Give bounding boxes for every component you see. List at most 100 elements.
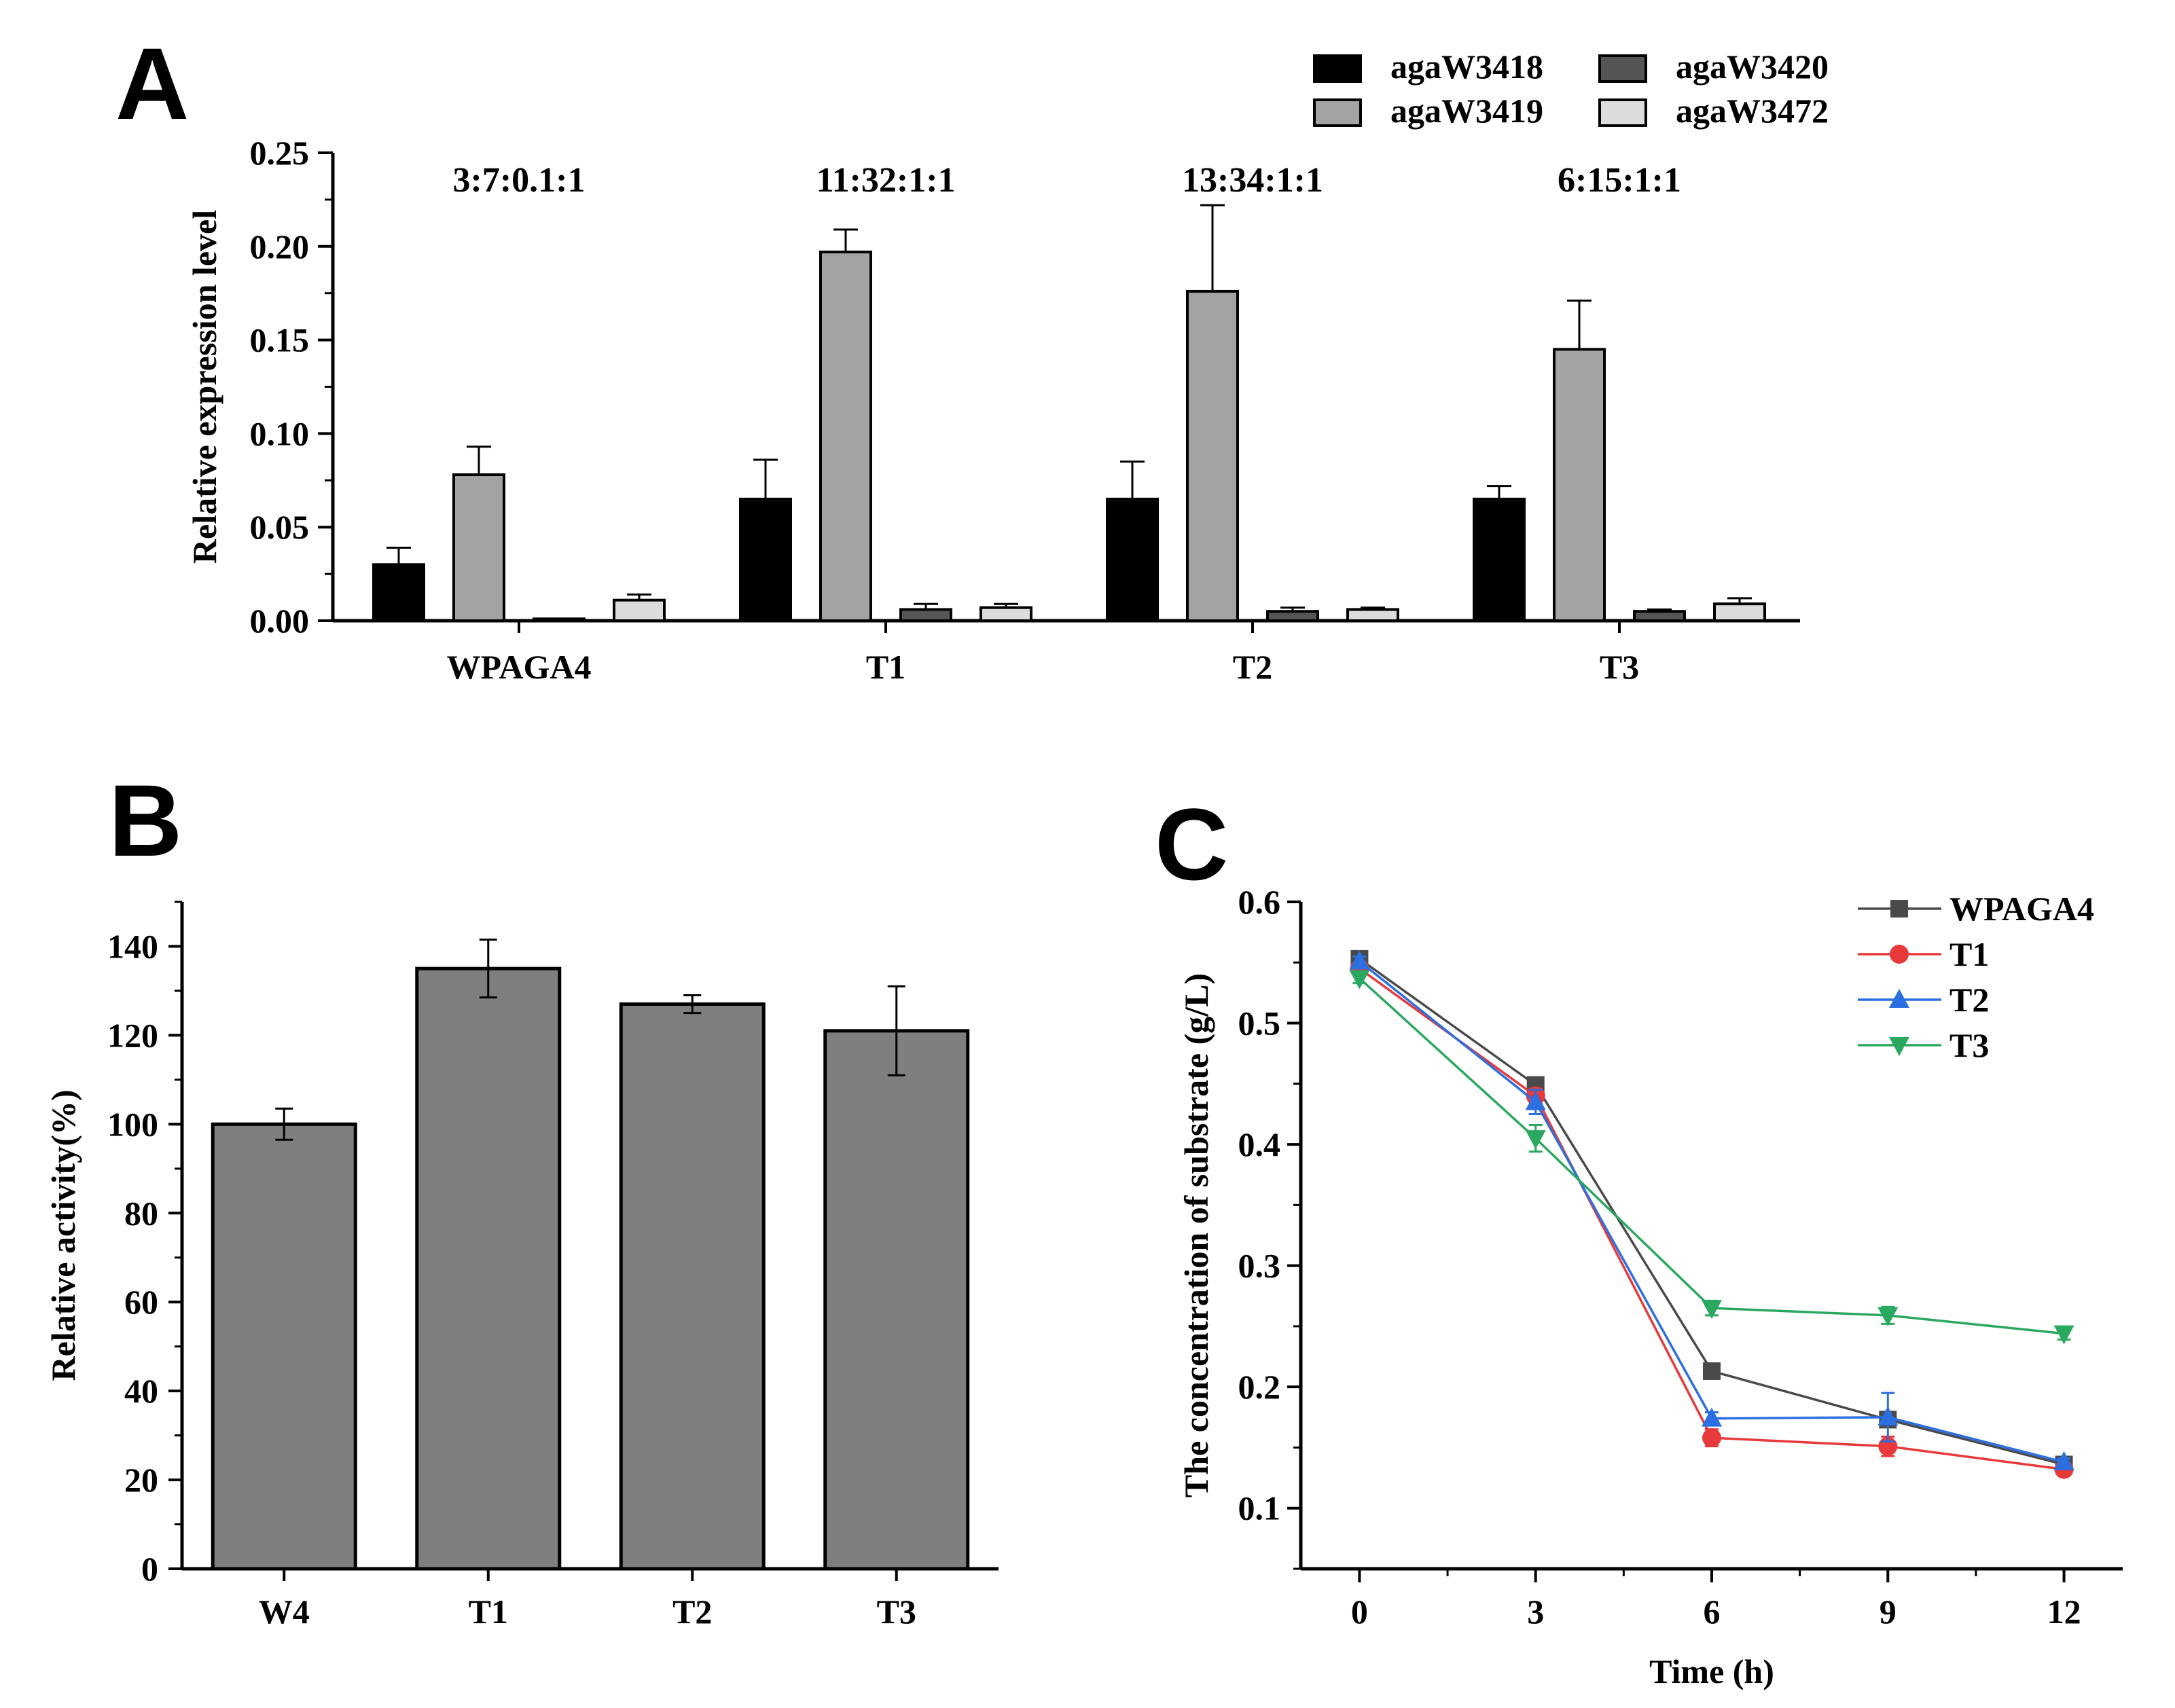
legend-marker-T2 bbox=[1889, 989, 1909, 1008]
bar-b-T1 bbox=[415, 966, 562, 1571]
bar-b-T3 bbox=[823, 1029, 970, 1571]
panel-label-a: A bbox=[115, 26, 189, 141]
chart-a-y-axis-title: Relative expression level bbox=[185, 210, 223, 564]
legend-label-WPAGA4: WPAGA4 bbox=[1949, 890, 2094, 928]
legend-label-agaW3419: agaW3419 bbox=[1390, 92, 1543, 130]
point-c-WPAGA4 bbox=[1703, 1362, 1721, 1380]
chart-a-bars bbox=[372, 204, 1766, 623]
bar-a-agaW3419-WPAGA4 bbox=[452, 473, 505, 622]
chart-a-ratio-label: 3:7:0.1:1 bbox=[453, 161, 586, 200]
bar-b-T2 bbox=[619, 1002, 766, 1571]
chart-c-y-tick-label: 0.6 bbox=[1238, 883, 1281, 921]
legend-swatch-agaW3419 bbox=[1313, 98, 1362, 127]
point-c-T3 bbox=[1877, 1307, 1899, 1326]
chart-a-x-tick-label: WPAGA4 bbox=[447, 648, 592, 686]
chart-c-x-tick-label: 6 bbox=[1704, 1593, 1721, 1631]
legend-label-T2: T2 bbox=[1949, 981, 1989, 1019]
chart-c-tick-labels: 0.1 0.2 0.3 0.4 0.5 0.6 0 3 6 9 12 bbox=[1238, 883, 2081, 1631]
point-c-T2 bbox=[1702, 1407, 1722, 1427]
point-c-T2 bbox=[1877, 1406, 1899, 1425]
chart-a-y-tick-label: 0.05 bbox=[250, 508, 310, 546]
bar-b-W4 bbox=[211, 1122, 357, 1571]
legend-marker-T1 bbox=[1890, 945, 1909, 964]
bar-a-agaW3472-T1 bbox=[979, 606, 1032, 623]
bar-a-agaW3472-T2 bbox=[1346, 608, 1399, 622]
chart-c-x-tick-label: 0 bbox=[1351, 1593, 1368, 1631]
chart-a-y-tick-label: 0.10 bbox=[250, 414, 310, 452]
chart-a-x-tick-label: T3 bbox=[1600, 648, 1639, 686]
chart-b-x-tick-label: T2 bbox=[672, 1593, 712, 1631]
chart-b-x-tick-label: T3 bbox=[877, 1593, 916, 1631]
chart-c-x-tick-label: 3 bbox=[1527, 1593, 1544, 1631]
chart-a-ratio-label: 11:32:1:1 bbox=[816, 161, 955, 200]
bar-a-agaW3419-T3 bbox=[1553, 348, 1606, 622]
bar-a-agaW3418-T2 bbox=[1106, 497, 1159, 622]
legend-label-agaW3420: agaW3420 bbox=[1676, 48, 1829, 86]
chart-b-activity: 0 20 40 60 80 100 120 140 W4 T1 T2 T3 Relative acti… bbox=[44, 901, 999, 1631]
bar-a-agaW3418-T1 bbox=[739, 497, 792, 622]
point-c-T3 bbox=[1349, 970, 1370, 989]
chart-b-y-tick-label: 80 bbox=[124, 1194, 158, 1232]
chart-a-x-tick-label: T1 bbox=[866, 648, 905, 686]
panel-label-c: C bbox=[1155, 787, 1228, 901]
bar-a-agaW3419-T1 bbox=[819, 251, 872, 622]
chart-c-y-tick-label: 0.2 bbox=[1238, 1368, 1281, 1406]
chart-b-y-axis-title: Relative activity(%) bbox=[44, 1089, 82, 1381]
legend-swatch-agaW3420 bbox=[1598, 54, 1647, 83]
chart-b-y-tick-label: 60 bbox=[124, 1283, 158, 1321]
chart-b-y-tick-label: 40 bbox=[124, 1372, 158, 1410]
chart-b-y-tick-label: 140 bbox=[107, 927, 158, 965]
chart-a-y-tick-label: 0.25 bbox=[250, 134, 310, 172]
chart-b-y-tick-label: 120 bbox=[107, 1016, 158, 1054]
panel-label-b: B bbox=[109, 763, 182, 877]
chart-a-y-tick-label: 0.20 bbox=[250, 228, 310, 266]
legend-swatch-agaW3472 bbox=[1598, 98, 1647, 127]
bar-a-agaW3472-WPAGA4 bbox=[613, 598, 666, 623]
point-c-T2 bbox=[2053, 1451, 2074, 1470]
chart-a-y-tick-label: 0.00 bbox=[250, 602, 310, 640]
chart-c-y-tick-label: 0.5 bbox=[1238, 1004, 1281, 1042]
bar-a-agaW3420-T2 bbox=[1266, 610, 1319, 622]
chart-a-ratio-label: 13:34:1:1 bbox=[1182, 161, 1323, 200]
chart-c-y-tick-label: 0.4 bbox=[1238, 1125, 1281, 1163]
chart-c-axes bbox=[1287, 901, 2123, 1582]
bar-a-agaW3420-T1 bbox=[899, 608, 952, 622]
legend-marker-WPAGA4 bbox=[1890, 900, 1908, 917]
legend-marker-T3 bbox=[1889, 1037, 1909, 1056]
chart-c-substrate: 0.1 0.2 0.3 0.4 0.5 0.6 0 3 6 9 12 WPAGA4 T1 T2 T3 Th… bbox=[1177, 883, 2123, 1690]
point-c-T1 bbox=[1702, 1428, 1721, 1448]
chart-b-y-tick-label: 0 bbox=[141, 1550, 158, 1588]
point-c-T3 bbox=[1525, 1130, 1546, 1150]
legend-label-T3: T3 bbox=[1949, 1026, 1989, 1064]
point-c-T3 bbox=[1702, 1300, 1722, 1320]
chart-a-y-tick-label: 0.15 bbox=[250, 321, 310, 359]
chart-a-ratio-labels: 3:7:0.1:1 11:32:1:1 13:34:1:1 6:15:1:1 bbox=[453, 161, 1681, 200]
chart-c-y-tick-label: 0.1 bbox=[1238, 1489, 1281, 1527]
chart-c-y-axis-title: The concentration of substrate (g/L) bbox=[1177, 973, 1215, 1497]
chart-a-legend: agaW3418 agaW3420 agaW3419 agaW3472 bbox=[1313, 48, 1829, 130]
bar-a-agaW3420-T3 bbox=[1633, 610, 1686, 622]
chart-a-ratio-label: 6:15:1:1 bbox=[1558, 161, 1681, 200]
chart-b-x-tick-label: W4 bbox=[259, 1593, 310, 1631]
legend-label-T1: T1 bbox=[1949, 935, 1989, 973]
chart-c-legend: WPAGA4 T1 T2 T3 bbox=[1858, 890, 2094, 1064]
chart-b-y-tick-label: 20 bbox=[124, 1461, 158, 1499]
chart-a-x-tick-label: T2 bbox=[1233, 648, 1272, 686]
chart-c-y-tick-label: 0.3 bbox=[1238, 1247, 1281, 1285]
chart-c-x-tick-label: 12 bbox=[2047, 1593, 2081, 1631]
point-c-T2 bbox=[1525, 1091, 1546, 1110]
legend-label-agaW3472: agaW3472 bbox=[1676, 92, 1829, 130]
chart-c-x-axis-title: Time (h) bbox=[1649, 1652, 1774, 1690]
chart-c-x-tick-label: 9 bbox=[1880, 1593, 1897, 1631]
chart-a-expression: 0.00 0.05 0.10 0.15 0.20 0.25 WPAGA4 T1 T2 T3 3:7… bbox=[185, 48, 1829, 686]
chart-b-bars bbox=[211, 939, 970, 1571]
chart-b-tick-labels: 0 20 40 60 80 100 120 140 W4 T1 T2 T3 bbox=[107, 927, 916, 1631]
bar-a-agaW3472-T3 bbox=[1713, 602, 1766, 622]
legend-label-agaW3418: agaW3418 bbox=[1390, 48, 1543, 86]
chart-b-y-tick-label: 100 bbox=[107, 1105, 158, 1143]
point-c-T3 bbox=[2053, 1325, 2074, 1345]
chart-c-series bbox=[1349, 949, 2074, 1479]
point-c-T2 bbox=[1349, 950, 1370, 970]
legend-swatch-agaW3418 bbox=[1313, 54, 1362, 83]
